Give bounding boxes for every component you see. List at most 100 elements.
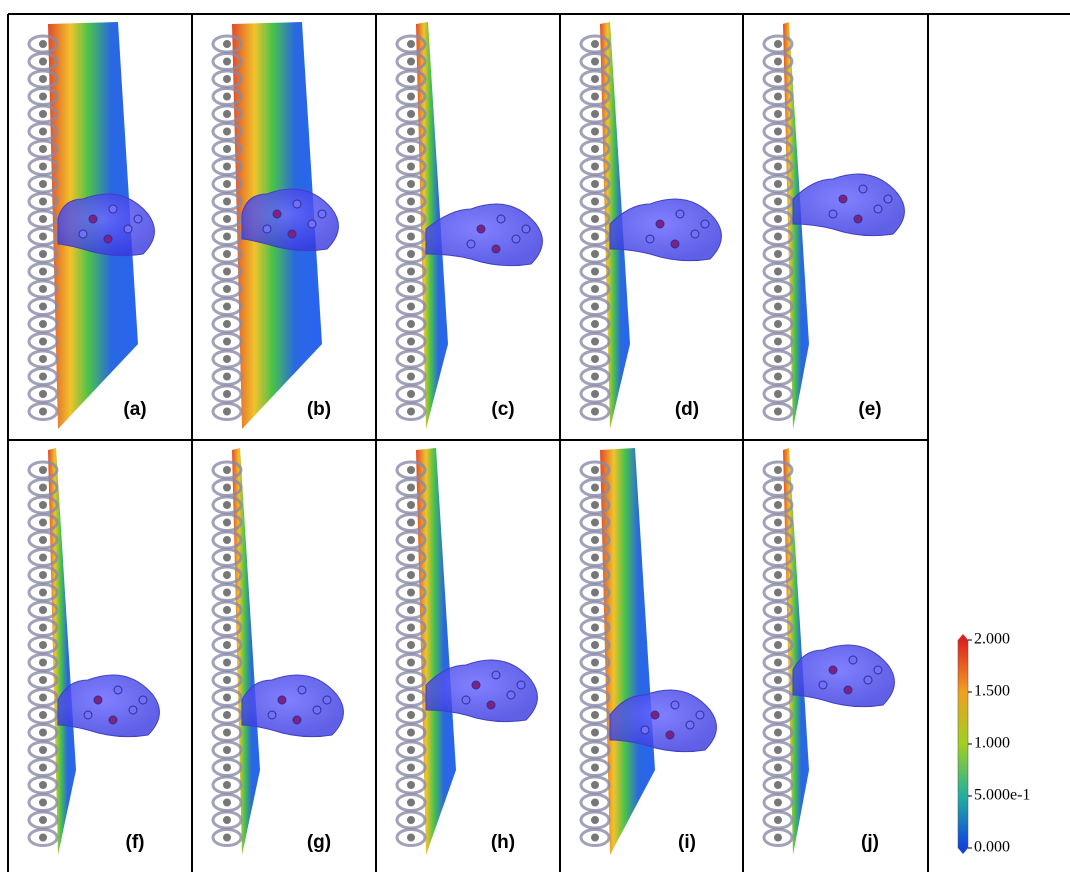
atom (223, 764, 231, 772)
atom (656, 220, 664, 228)
atom (591, 128, 599, 136)
atom (774, 75, 782, 83)
atom (472, 681, 480, 689)
atom (774, 519, 782, 527)
atom (39, 128, 47, 136)
atom (407, 233, 415, 241)
atom (39, 676, 47, 684)
atom (774, 799, 782, 807)
atom (591, 466, 599, 474)
panel-label: (e) (858, 399, 881, 420)
atom (223, 373, 231, 381)
panel-grid (8, 14, 1070, 872)
atom (223, 303, 231, 311)
atom (774, 764, 782, 772)
atom (774, 145, 782, 153)
panel-label: (h) (491, 832, 515, 853)
atom (39, 466, 47, 474)
atom (407, 694, 415, 702)
atom (591, 536, 599, 544)
panel-label: (j) (861, 832, 879, 853)
atom (39, 571, 47, 579)
atom (774, 536, 782, 544)
atom (263, 225, 271, 233)
atom (774, 180, 782, 188)
atom (819, 681, 827, 689)
atom (774, 834, 782, 842)
atom (849, 656, 857, 664)
atom (686, 721, 694, 729)
atom (223, 659, 231, 667)
colorbar-label: 0.000 (974, 839, 1010, 856)
panel-label: (f) (126, 832, 145, 853)
atom (407, 408, 415, 416)
atom (407, 466, 415, 474)
panel-image (764, 448, 894, 855)
atom (223, 676, 231, 684)
atom (223, 40, 231, 48)
atom (407, 799, 415, 807)
atom (39, 554, 47, 562)
atom (298, 686, 306, 694)
atom (39, 40, 47, 48)
atom (591, 110, 599, 118)
atom (691, 230, 699, 238)
atom (39, 589, 47, 597)
panel-image (581, 448, 716, 855)
atom (407, 589, 415, 597)
atom (109, 716, 117, 724)
atom (39, 338, 47, 346)
atom (223, 390, 231, 398)
atom (114, 686, 122, 694)
atom (641, 726, 649, 734)
atom (39, 606, 47, 614)
atom (591, 390, 599, 398)
atom (591, 75, 599, 83)
atom (591, 729, 599, 737)
atom (407, 834, 415, 842)
atom (407, 338, 415, 346)
atom (701, 220, 709, 228)
atom (407, 40, 415, 48)
atom (407, 571, 415, 579)
atom (591, 355, 599, 363)
atom (407, 285, 415, 293)
atom (774, 676, 782, 684)
atom (39, 268, 47, 276)
atom (492, 245, 500, 253)
atom (407, 303, 415, 311)
atom (591, 676, 599, 684)
atom (223, 180, 231, 188)
atom (39, 180, 47, 188)
atom (223, 145, 231, 153)
atom (774, 466, 782, 474)
atom (591, 180, 599, 188)
atom (407, 128, 415, 136)
panel-label: (c) (491, 399, 514, 420)
atom (774, 781, 782, 789)
atom (774, 624, 782, 632)
atom (223, 110, 231, 118)
atom (39, 355, 47, 363)
colorbar-label: 1.500 (974, 683, 1010, 700)
atom (407, 180, 415, 188)
atom (39, 746, 47, 754)
atom (223, 233, 231, 241)
atom (591, 198, 599, 206)
atom (223, 536, 231, 544)
atom (591, 519, 599, 527)
atom (39, 484, 47, 492)
atom (223, 128, 231, 136)
atom (94, 696, 102, 704)
atom (39, 320, 47, 328)
atom (223, 320, 231, 328)
atom (407, 320, 415, 328)
atom (591, 145, 599, 153)
atom (134, 215, 142, 223)
panel-image (213, 22, 338, 429)
atom (774, 128, 782, 136)
atom (671, 240, 679, 248)
atom (774, 484, 782, 492)
density-blob (426, 204, 542, 266)
atom (223, 268, 231, 276)
